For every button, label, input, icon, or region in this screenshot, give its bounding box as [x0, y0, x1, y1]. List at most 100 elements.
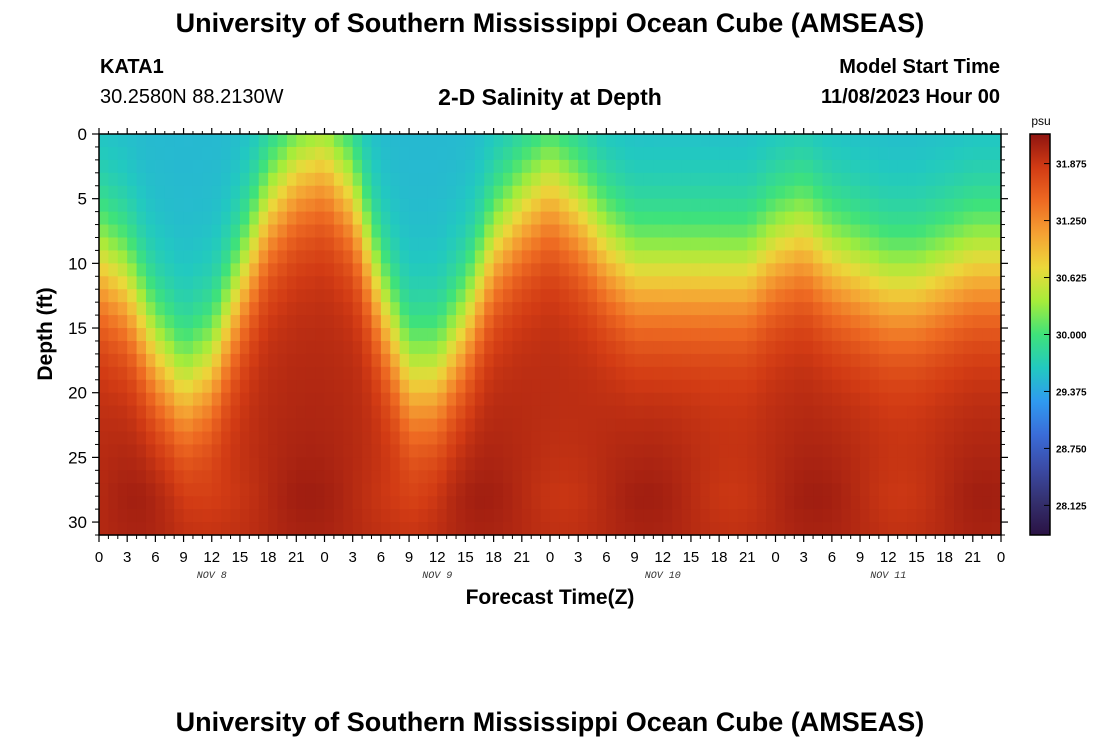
heatmap-cell	[249, 276, 260, 290]
heatmap-cell	[831, 496, 842, 510]
heatmap-cell	[690, 509, 701, 523]
heatmap-cell	[709, 328, 720, 342]
heatmap-cell	[127, 340, 138, 355]
heatmap-cell	[756, 211, 767, 226]
heatmap-cell	[954, 328, 965, 342]
heatmap-cell	[268, 431, 279, 446]
heatmap-cell	[249, 172, 260, 187]
heatmap-cell	[728, 185, 739, 200]
heatmap-cell	[127, 483, 138, 497]
heatmap-cell	[145, 392, 156, 407]
heatmap-cell	[784, 172, 795, 187]
heatmap-cell	[343, 185, 354, 200]
heatmap-cell	[324, 250, 335, 264]
heatmap-cell	[737, 172, 748, 187]
heatmap-cell	[737, 340, 748, 355]
heatmap-cell	[728, 366, 739, 381]
heatmap-cell	[427, 211, 438, 226]
heatmap-cell	[277, 509, 288, 523]
heatmap-cell	[925, 340, 936, 355]
heatmap-cell	[174, 379, 185, 394]
heatmap-cell	[737, 146, 748, 161]
heatmap-cell	[897, 276, 908, 290]
heatmap-cell	[991, 289, 1002, 303]
heatmap-cell	[324, 431, 335, 446]
heatmap-cell	[982, 496, 993, 510]
heatmap-cell	[954, 185, 965, 200]
heatmap-cell	[954, 470, 965, 484]
heatmap-cell	[305, 509, 316, 523]
heatmap-cell	[127, 289, 138, 303]
heatmap-cell	[653, 289, 664, 303]
heatmap-cell	[850, 146, 861, 161]
heatmap-cell	[878, 483, 889, 497]
heatmap-cell	[145, 211, 156, 226]
heatmap-cell	[324, 457, 335, 471]
heatmap-cell	[925, 431, 936, 446]
heatmap-cell	[371, 211, 382, 226]
heatmap-cell	[427, 392, 438, 407]
heatmap-cell	[183, 302, 194, 316]
heatmap-cell	[380, 379, 391, 394]
heatmap-cell	[822, 444, 833, 458]
heatmap-cell	[164, 340, 175, 355]
heatmap-cell	[296, 172, 307, 187]
heatmap-cell	[324, 237, 335, 252]
heatmap-cell	[484, 185, 495, 200]
heatmap-cell	[474, 418, 485, 433]
heatmap-cell	[625, 457, 636, 471]
heatmap-cell	[596, 405, 607, 420]
heatmap-cell	[954, 172, 965, 187]
heatmap-cell	[991, 405, 1002, 420]
heatmap-cell	[145, 353, 156, 368]
heatmap-cell	[991, 211, 1002, 226]
heatmap-cell	[709, 198, 720, 213]
heatmap-cell	[465, 198, 476, 213]
heatmap-cell	[559, 302, 570, 316]
heatmap-cell	[888, 379, 899, 394]
heatmap-cell	[634, 159, 645, 174]
heatmap-cell	[935, 470, 946, 484]
heatmap-cell	[333, 185, 344, 200]
heatmap-cell	[568, 198, 579, 213]
heatmap-cell	[728, 405, 739, 420]
heatmap-cell	[747, 198, 758, 213]
heatmap-cell	[437, 366, 448, 381]
heatmap-cell	[503, 353, 514, 368]
heatmap-cell	[728, 289, 739, 303]
heatmap-cell	[719, 405, 730, 420]
heatmap-cell	[587, 470, 598, 484]
heatmap-cell	[117, 328, 128, 342]
heatmap-cell	[474, 276, 485, 290]
heatmap-cell	[117, 211, 128, 226]
heatmap-cell	[164, 146, 175, 161]
heatmap-cell	[456, 250, 467, 264]
heatmap-cell	[380, 134, 391, 148]
heatmap-cell	[728, 353, 739, 368]
heatmap-cell	[456, 211, 467, 226]
heatmap-cell	[634, 134, 645, 148]
heatmap-cell	[719, 392, 730, 407]
x-tick-label: 3	[574, 549, 582, 566]
heatmap-cell	[944, 172, 955, 187]
heatmap-cell	[784, 457, 795, 471]
heatmap-cell	[371, 418, 382, 433]
heatmap-cell	[352, 444, 363, 458]
heatmap-cell	[925, 250, 936, 264]
heatmap-cell	[230, 198, 241, 213]
heatmap-cell	[503, 379, 514, 394]
heatmap-cell	[653, 379, 664, 394]
heatmap-cell	[371, 522, 382, 536]
heatmap-cell	[625, 392, 636, 407]
heatmap-cell	[690, 263, 701, 277]
heatmap-cell	[672, 431, 683, 446]
heatmap-cell	[775, 444, 786, 458]
heatmap-cell	[409, 224, 420, 239]
heatmap-cell	[982, 211, 993, 226]
heatmap-cell	[192, 211, 203, 226]
heatmap-cell	[296, 379, 307, 394]
heatmap-cell	[850, 237, 861, 252]
heatmap-cell	[324, 405, 335, 420]
heatmap-cell	[390, 392, 401, 407]
heatmap-cell	[286, 198, 297, 213]
